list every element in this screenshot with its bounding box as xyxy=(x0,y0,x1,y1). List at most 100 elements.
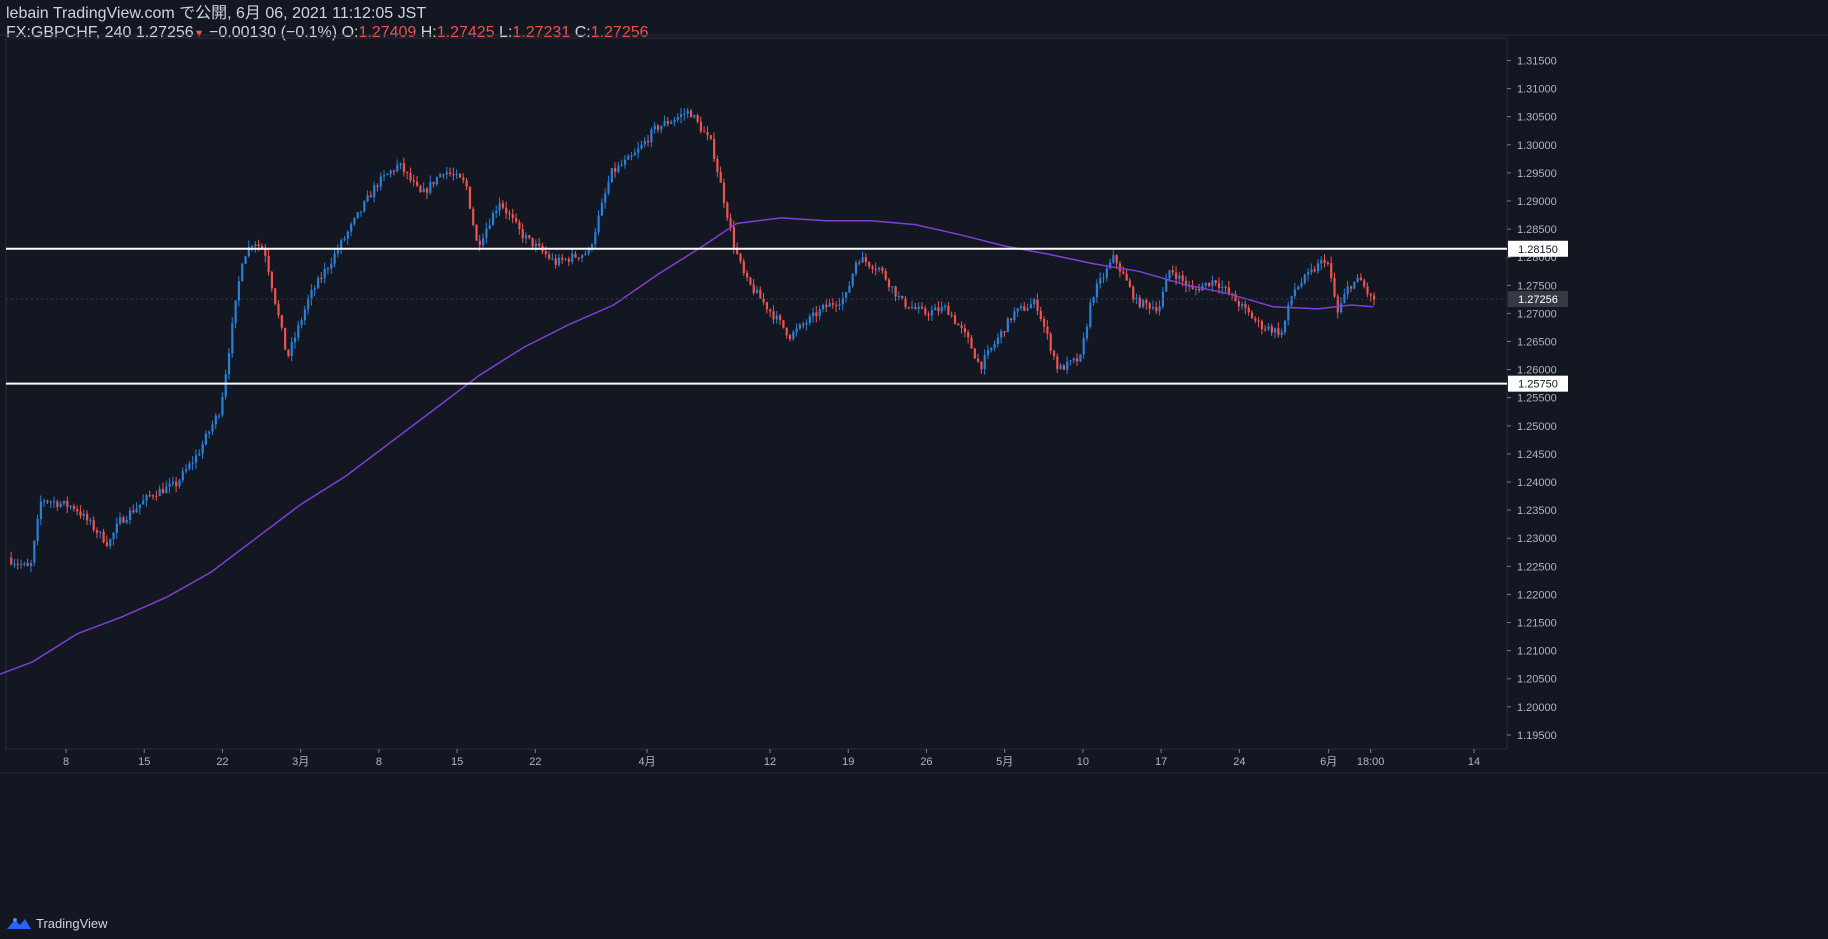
candle-body xyxy=(79,511,82,516)
candle-body xyxy=(317,278,320,289)
candle-body xyxy=(934,307,937,311)
candle-body xyxy=(1307,272,1310,275)
candle-body xyxy=(36,519,39,541)
candle-body xyxy=(1013,311,1016,320)
candle-body xyxy=(425,188,429,193)
candle-body xyxy=(515,218,518,222)
candle-body xyxy=(792,331,795,340)
candle-body xyxy=(779,315,782,321)
candle-body xyxy=(1287,304,1290,321)
candle-body xyxy=(564,258,567,260)
last-price: 1.27256 xyxy=(135,24,194,41)
candle-body xyxy=(465,180,468,187)
candle-body xyxy=(980,361,983,370)
candle-body xyxy=(746,273,749,278)
candle-body xyxy=(600,202,604,216)
candle-body xyxy=(673,119,676,122)
candle-body xyxy=(62,500,66,504)
candle-body xyxy=(1204,282,1207,286)
candle-body xyxy=(1033,299,1036,305)
candle-body xyxy=(894,286,897,297)
publish-line: lebain TradingView.com で公開, 6月 06, 2021 … xyxy=(6,5,427,22)
candle-body xyxy=(303,309,307,321)
candle-body xyxy=(1112,255,1115,263)
candle-body xyxy=(432,181,435,185)
candle-body xyxy=(353,218,356,225)
close-label: C: xyxy=(574,24,591,41)
y-tick-label: 1.24500 xyxy=(1517,449,1557,461)
candle-body xyxy=(1267,326,1270,329)
candle-body xyxy=(1270,326,1273,333)
candle-body xyxy=(1346,286,1349,295)
candle-body xyxy=(330,263,333,269)
candle-body xyxy=(46,500,49,502)
candle-body xyxy=(983,355,986,370)
candle-body xyxy=(911,307,914,309)
plot-frame xyxy=(5,37,1508,750)
candle-body xyxy=(508,213,511,215)
candle-body xyxy=(99,531,102,533)
candle-body xyxy=(1277,328,1280,335)
candle-body xyxy=(409,173,412,181)
candle-body xyxy=(732,227,736,248)
candle-body xyxy=(726,203,729,219)
x-tick-label: 17 xyxy=(1155,756,1167,768)
candle-body xyxy=(802,324,805,326)
candle-body xyxy=(917,306,920,309)
candle-body xyxy=(1049,333,1052,351)
candle-body xyxy=(521,228,524,239)
candle-body xyxy=(610,168,613,183)
candle-body xyxy=(435,177,439,185)
candle-body xyxy=(643,140,646,145)
candle-body xyxy=(1280,332,1283,335)
candle-body xyxy=(13,563,16,565)
x-tick-label: 15 xyxy=(451,756,463,768)
candle-body xyxy=(1062,365,1066,370)
x-tick-label: 15 xyxy=(138,756,150,768)
candle-body xyxy=(198,453,201,456)
open-label: O: xyxy=(341,24,359,41)
candle-body xyxy=(614,168,617,172)
candle-body xyxy=(1333,278,1336,297)
last-price-tag xyxy=(1508,291,1568,308)
candle-body xyxy=(986,350,990,356)
candle-body xyxy=(858,262,861,264)
candle-body xyxy=(607,182,610,194)
candle-body xyxy=(112,532,115,540)
candle-body xyxy=(620,164,623,166)
candle-body xyxy=(1043,318,1046,327)
candle-body xyxy=(623,159,627,165)
candle-body xyxy=(485,228,488,239)
y-tick-label: 1.31500 xyxy=(1517,55,1557,67)
x-tick-label: 22 xyxy=(529,756,541,768)
candle-body xyxy=(152,495,155,497)
candle-body xyxy=(251,246,254,248)
candle-body xyxy=(194,455,198,463)
level-price-tag xyxy=(1508,240,1568,257)
ohlc-line: FX:GBPCHF, 240 1.27256▼ −0.00130 (−0.1%)… xyxy=(6,23,649,44)
candle-body xyxy=(1076,358,1079,362)
candle-body xyxy=(1069,360,1072,362)
candle-body xyxy=(1340,303,1343,313)
candle-body xyxy=(39,501,43,520)
candle-body xyxy=(660,125,663,130)
candle-body xyxy=(1208,282,1211,287)
candle-body xyxy=(26,563,29,566)
candle-body xyxy=(993,343,996,348)
candle-body xyxy=(904,298,907,308)
candle-body xyxy=(429,181,432,193)
candle-body xyxy=(495,210,498,213)
candle-body xyxy=(511,214,514,219)
candle-body xyxy=(874,269,877,271)
candle-body xyxy=(1056,356,1059,369)
candle-body xyxy=(1224,286,1227,288)
candle-body xyxy=(617,165,620,172)
candle-body xyxy=(1359,277,1363,281)
candle-body xyxy=(227,353,231,375)
candle-body xyxy=(333,253,336,264)
candle-body xyxy=(412,180,415,182)
candle-body xyxy=(1175,272,1178,279)
candle-body xyxy=(581,255,584,259)
candle-body xyxy=(577,257,580,259)
